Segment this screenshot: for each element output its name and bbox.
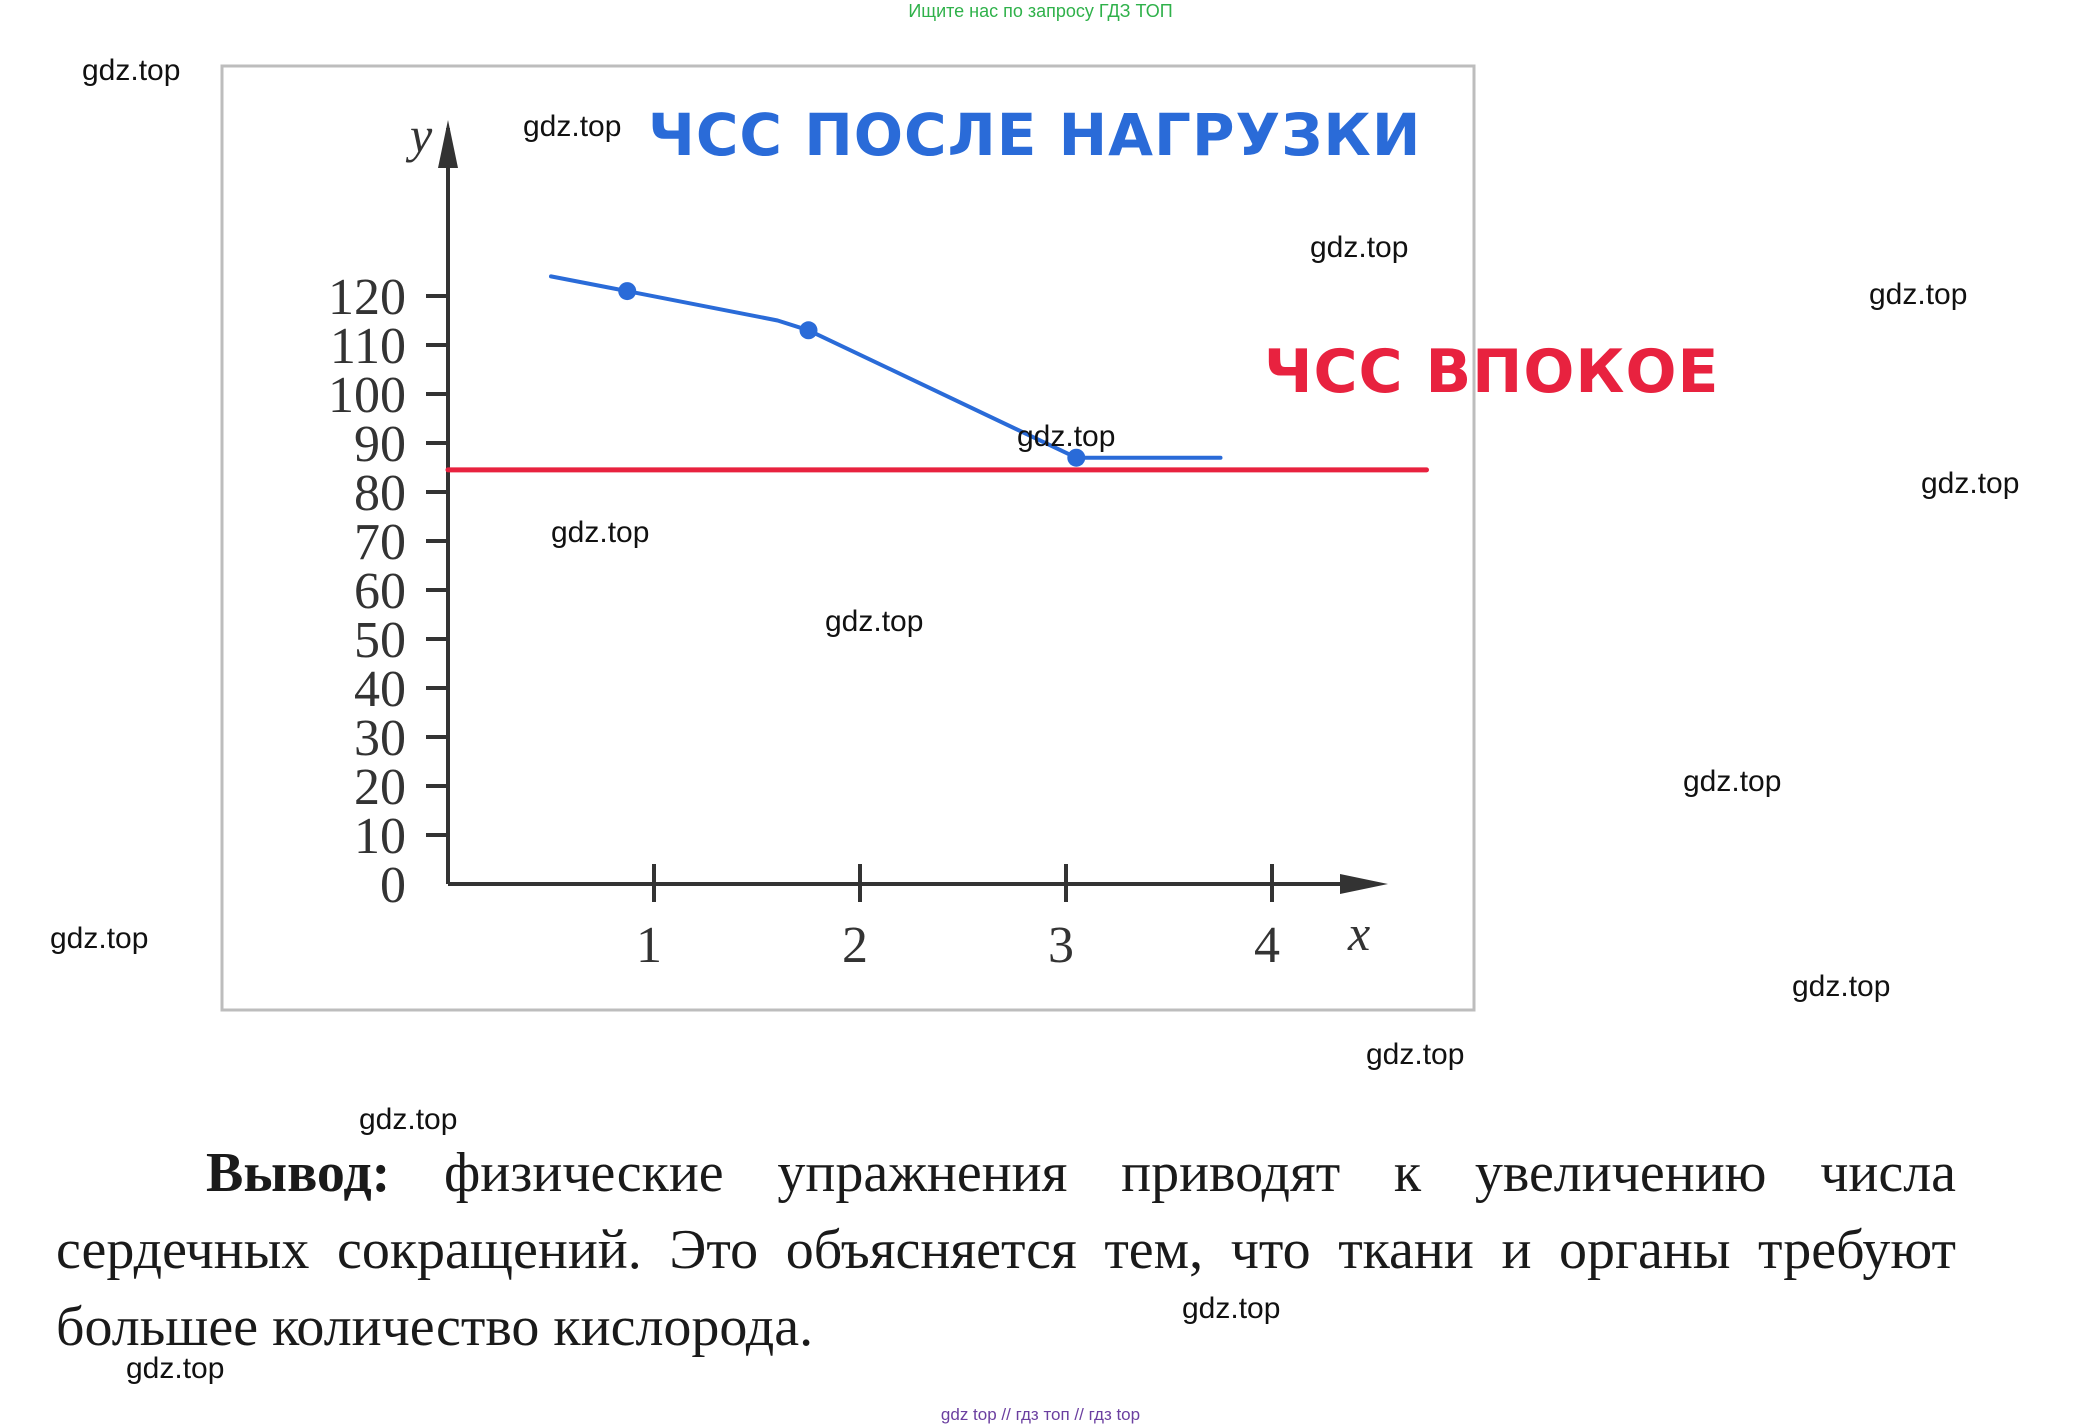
watermark: gdz.top — [551, 516, 650, 549]
y-tick-label: 120 — [328, 269, 406, 326]
conclusion-line-3: большее количество кислорода. — [56, 1296, 814, 1358]
watermark: gdz.top — [1017, 420, 1116, 453]
series-group — [445, 274, 1429, 473]
y-tick-label: 50 — [354, 612, 406, 669]
y-tick-label: 80 — [354, 465, 406, 522]
chart-axes: yx — [405, 107, 1388, 961]
watermark: gdz.top — [359, 1103, 458, 1136]
watermark: gdz.top — [1792, 970, 1891, 1003]
footer-note: gdz top // гдз топ // гдз top — [940, 1405, 1141, 1424]
watermark: gdz.top — [1310, 231, 1409, 264]
y-tick-label: 100 — [328, 367, 406, 424]
watermark: gdz.top — [1366, 1038, 1465, 1071]
series-label: ЧСС ПОСЛЕ НАГРУЗКИ — [648, 101, 1421, 169]
y-axis-arrow — [438, 120, 458, 168]
y-tick-label: 110 — [330, 318, 406, 375]
conclusion-text-1: физические упражнения приводят к увеличе… — [444, 1142, 1957, 1204]
watermark: gdz.top — [82, 54, 181, 87]
y-tick-label: 10 — [354, 808, 406, 865]
conclusion-text: Вывод: физические упражнения приводят к … — [56, 1135, 1956, 1366]
watermark: gdz.top — [50, 922, 149, 955]
y-tick-label: 40 — [354, 661, 406, 718]
x-tick-label: 3 — [1048, 917, 1074, 974]
series-line — [549, 274, 1223, 460]
y-tick-label: 20 — [354, 759, 406, 816]
watermark: gdz.top — [523, 110, 622, 143]
watermark: gdz.top — [1869, 278, 1968, 311]
watermark: gdz.top — [1683, 765, 1782, 798]
data-point — [1067, 448, 1086, 467]
y-axis-label: y — [405, 107, 433, 163]
y-tick-label: 0 — [380, 857, 406, 914]
watermark: gdz.top — [126, 1352, 225, 1385]
x-tick-label: 2 — [842, 917, 868, 974]
watermark: gdz.top — [1921, 467, 2020, 500]
series-label: ЧСС ВПОКОЕ — [1264, 337, 1719, 407]
data-point — [618, 282, 637, 301]
conclusion-label: Вывод: — [206, 1142, 391, 1204]
watermark: gdz.top — [825, 605, 924, 638]
y-tick-label: 30 — [354, 710, 406, 767]
conclusion-line-2: сердечных сокращений. Это объясняется те… — [56, 1219, 1956, 1281]
y-tick-label: 70 — [354, 514, 406, 571]
x-axis-arrow — [1340, 874, 1388, 894]
conclusion-line-1: Вывод: физические упражнения приводят к … — [56, 1135, 1956, 1212]
y-tick-label: 90 — [354, 416, 406, 473]
data-point — [799, 321, 818, 340]
x-axis-label: x — [1347, 905, 1370, 961]
x-tick-group: 1 2 3 4 — [636, 864, 1280, 974]
y-tick-label: 60 — [354, 563, 406, 620]
watermark: gdz.top — [1182, 1292, 1281, 1325]
x-tick-label: 4 — [1254, 917, 1280, 974]
header-note: Ищите нас по запросу ГДЗ ТОП — [908, 1, 1173, 21]
chart-frame — [220, 64, 1476, 1012]
x-tick-label: 1 — [636, 917, 662, 974]
series-label-group: ЧСС ПОСЛЕ НАГРУЗКИ ЧСС ВПОКОЕ — [648, 101, 1719, 407]
